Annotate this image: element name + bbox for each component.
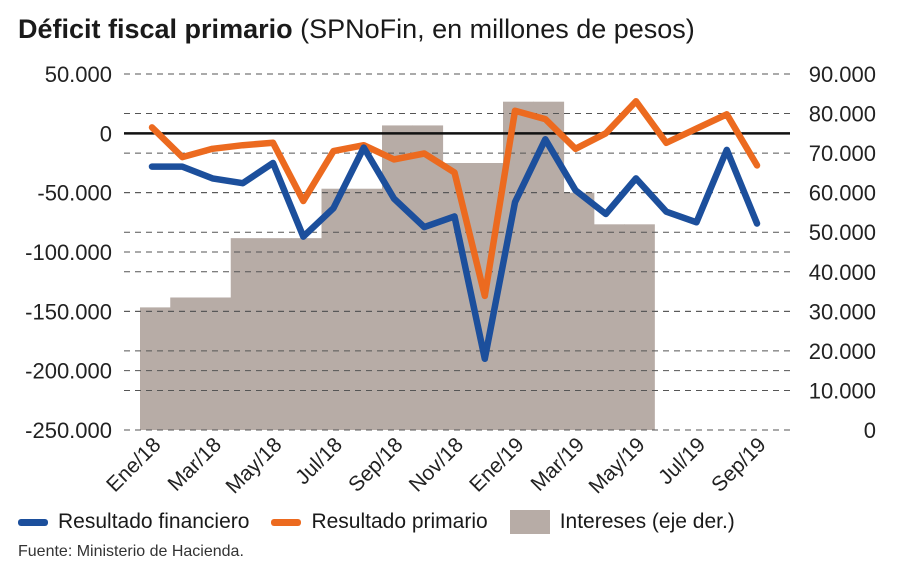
right-tick-label: 20.000 xyxy=(809,339,876,364)
intereses-bar xyxy=(624,224,655,430)
right-tick-label: 60.000 xyxy=(809,181,876,206)
legend-swatch-primario xyxy=(271,518,302,526)
right-tick-label: 10.000 xyxy=(809,378,876,403)
left-tick-label: -100.000 xyxy=(25,240,112,265)
source-note: Fuente: Ministerio de Hacienda. xyxy=(18,543,244,560)
left-tick-label: -200.000 xyxy=(25,359,112,384)
intereses-bar xyxy=(351,188,383,430)
right-tick-label: 70.000 xyxy=(809,141,876,166)
left-tick-label: -250.000 xyxy=(25,418,112,443)
series-lines xyxy=(148,98,761,363)
legend: Resultado financiero Resultado primario … xyxy=(18,507,757,537)
intereses-bar xyxy=(261,238,292,430)
legend-swatch-financiero xyxy=(18,518,48,526)
intereses-bar xyxy=(170,297,202,430)
x-tick-label: Nov/18 xyxy=(405,433,468,496)
x-tick-label: Mar/19 xyxy=(527,433,589,495)
right-tick-label: 40.000 xyxy=(809,260,876,285)
right-tick-label: 90.000 xyxy=(809,62,876,87)
intereses-bar xyxy=(382,125,413,430)
x-tick-label: Sep/19 xyxy=(707,433,770,496)
left-tick-label: -150.000 xyxy=(25,299,112,324)
chart-title: Déficit fiscal primario (SPNoFin, en mil… xyxy=(18,14,695,45)
intereses-bar xyxy=(230,238,262,430)
x-tick-label: Ene/19 xyxy=(465,433,528,496)
x-tick-label: Mar/18 xyxy=(164,433,226,495)
legend-label-financiero: Resultado financiero xyxy=(58,510,250,533)
legend-label-intereses: Intereses (eje der.) xyxy=(559,510,735,533)
left-tick-label: 50.000 xyxy=(45,62,112,87)
intereses-bar xyxy=(291,238,323,430)
right-tick-label: 80.000 xyxy=(809,102,876,127)
legend-item-primario: Resultado primario xyxy=(271,510,488,534)
right-tick-label: 0 xyxy=(864,418,876,443)
legend-label-primario: Resultado primario xyxy=(311,510,488,533)
left-axis-ticks: 50.000 0 -50.000 -100.000 -150.000 -200.000 -2… xyxy=(25,62,112,443)
chart-title-subtitle: (SPNoFin, en millones de pesos) xyxy=(300,14,695,44)
legend-item-financiero: Resultado financiero xyxy=(18,510,249,534)
right-tick-label: 50.000 xyxy=(809,220,876,245)
intereses-bar xyxy=(412,125,444,430)
intereses-bar xyxy=(593,224,625,430)
x-tick-label: Jul/18 xyxy=(291,433,347,489)
intereses-bar xyxy=(442,163,474,430)
x-tick-label: May/19 xyxy=(585,433,650,498)
chart-title-main: Déficit fiscal primario xyxy=(18,14,293,44)
primario-line xyxy=(148,98,761,300)
intereses-bar xyxy=(140,307,171,430)
left-tick-label: 0 xyxy=(100,121,112,146)
x-tick-label: May/18 xyxy=(222,433,287,498)
x-tick-label: Sep/18 xyxy=(344,433,407,496)
right-axis-ticks: 90.000 80.000 70.000 60.000 50.000 40.000 30.0… xyxy=(809,62,876,443)
left-tick-label: -50.000 xyxy=(37,181,112,206)
financiero-line xyxy=(148,136,761,363)
intereses-bar xyxy=(321,188,353,430)
x-tick-label: Jul/19 xyxy=(654,433,710,489)
right-tick-label: 30.000 xyxy=(809,299,876,324)
legend-item-intereses: Intereses (eje der.) xyxy=(509,510,735,534)
intereses-bar xyxy=(200,297,232,430)
legend-swatch-intereses xyxy=(509,510,550,534)
